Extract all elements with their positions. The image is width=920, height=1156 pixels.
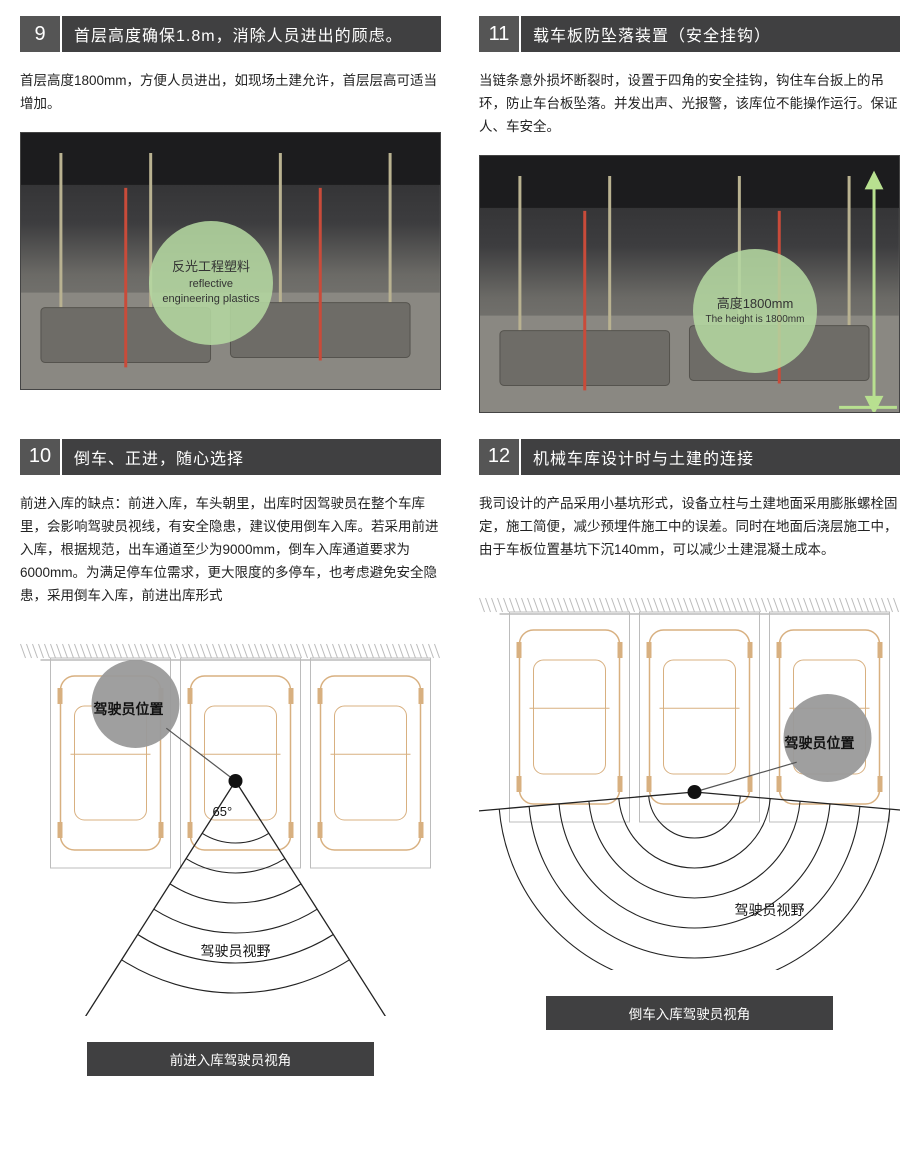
svg-text:驾驶员位置: 驾驶员位置 <box>93 701 164 717</box>
section-9: 9 首层高度确保1.8m，消除人员进出的顾虑。 首层高度1800mm，方便人员进… <box>20 16 441 413</box>
callout-h-line2: The height is 1800mm <box>706 313 805 327</box>
diagram-reverse-svg: 驾驶员位置驾驶员视野 <box>479 590 900 970</box>
photo-11-bg <box>480 156 899 413</box>
caption-reverse: 倒车入库驾驶员视角 <box>546 996 832 1030</box>
section-9-header: 9 首层高度确保1.8m，消除人员进出的顾虑。 <box>20 16 441 52</box>
callout-reflective: 反光工程塑料 reflective engineering plastics <box>149 221 273 345</box>
section-12-title: 机械车库设计时与土建的连接 <box>521 439 900 475</box>
callout-line3: engineering plastics <box>162 292 259 307</box>
section-10-header: 10 倒车、正进，随心选择 <box>20 439 441 475</box>
section-10-number: 10 <box>20 439 62 475</box>
section-10-title: 倒车、正进，随心选择 <box>62 439 441 475</box>
callout-line1: 反光工程塑料 <box>172 258 250 276</box>
svg-text:65°: 65° <box>213 804 233 819</box>
section-12-header: 12 机械车库设计时与土建的连接 <box>479 439 900 475</box>
diagram-forward-svg: 驾驶员位置 65° 驾驶员视野 <box>20 636 441 1016</box>
svg-text:驾驶员位置: 驾驶员位置 <box>784 735 855 751</box>
section-9-title: 首层高度确保1.8m，消除人员进出的顾虑。 <box>62 16 441 52</box>
section-11-body: 当链条意外损坏断裂时，设置于四角的安全挂钩，钩住车台扳上的吊环，防止车台板坠落。… <box>479 70 900 139</box>
callout-h-line1: 高度1800mm <box>717 295 794 313</box>
section-12-body: 我司设计的产品采用小基坑形式，设备立柱与土建地面采用膨胀螺栓固定，施工简便，减少… <box>479 493 900 562</box>
callout-height: 高度1800mm The height is 1800mm <box>693 249 817 373</box>
section-9-photo: 反光工程塑料 reflective engineering plastics <box>20 132 441 390</box>
section-11-title: 载车板防坠落装置（安全挂钩） <box>521 16 900 52</box>
section-12-number: 12 <box>479 439 521 475</box>
section-12: 12 机械车库设计时与土建的连接 我司设计的产品采用小基坑形式，设备立柱与土建地… <box>479 439 900 1076</box>
section-10-body: 前进入库的缺点：前进入库，车头朝里，出库时因驾驶员在整个车库里，会影响驾驶员视线… <box>20 493 441 608</box>
svg-text:驾驶员视野: 驾驶员视野 <box>201 943 271 959</box>
page-grid: 9 首层高度确保1.8m，消除人员进出的顾虑。 首层高度1800mm，方便人员进… <box>20 16 900 1076</box>
section-11: 11 载车板防坠落装置（安全挂钩） 当链条意外损坏断裂时，设置于四角的安全挂钩，… <box>479 16 900 413</box>
section-9-body: 首层高度1800mm，方便人员进出，如现场土建允许，首层层高可适当增加。 <box>20 70 441 116</box>
diagram-forward: 驾驶员位置 65° 驾驶员视野 <box>20 636 441 1016</box>
section-9-number: 9 <box>20 16 62 52</box>
svg-text:驾驶员视野: 驾驶员视野 <box>735 902 805 918</box>
section-11-number: 11 <box>479 16 521 52</box>
section-11-photo: 高度1800mm The height is 1800mm <box>479 155 900 413</box>
diagram-reverse: 驾驶员位置驾驶员视野 <box>479 590 900 970</box>
callout-line2: reflective <box>189 277 233 292</box>
section-10: 10 倒车、正进，随心选择 前进入库的缺点：前进入库，车头朝里，出库时因驾驶员在… <box>20 439 441 1076</box>
section-11-header: 11 载车板防坠落装置（安全挂钩） <box>479 16 900 52</box>
caption-forward: 前进入库驾驶员视角 <box>87 1042 373 1076</box>
